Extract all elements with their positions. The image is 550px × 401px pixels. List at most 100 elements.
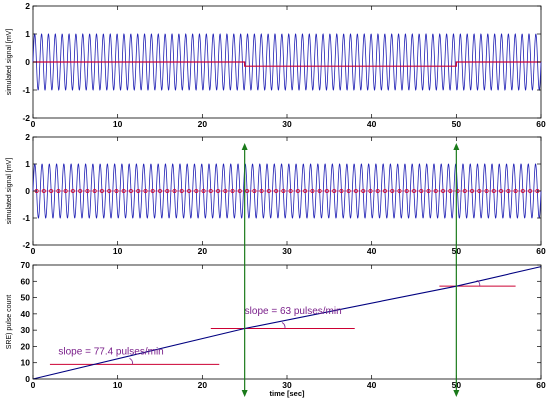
panel-1-step (33, 61, 541, 67)
crossing-marker (129, 189, 133, 193)
angle-arc (281, 322, 286, 329)
crossing-marker (85, 189, 90, 193)
crossing-marker (412, 189, 416, 193)
arrow-head-down (241, 390, 248, 397)
crossing-marker (390, 189, 395, 193)
x-tick-label: 40 (367, 380, 377, 390)
x-tick-label: 10 (113, 246, 123, 256)
crossing-marker (368, 189, 373, 193)
crossing-marker (252, 189, 257, 193)
panel-1: 0 10 20 30 40 50 60 -2 -1 0 1 2 simulated signal [m… (6, 1, 546, 129)
y-tick-label: 20 (21, 341, 31, 351)
crossing-marker (462, 189, 467, 193)
crossing-marker (187, 189, 191, 193)
x-tick-label: 50 (452, 119, 462, 129)
crossing-marker (78, 189, 83, 193)
crossing-marker (499, 189, 504, 193)
crossing-marker (317, 189, 322, 193)
x-tick-label: 0 (31, 380, 36, 390)
x-tick-label: 40 (367, 119, 377, 129)
crossing-marker (281, 189, 286, 193)
crossing-marker (63, 189, 68, 193)
angle-arc (476, 279, 481, 287)
panel-1-signal (32, 33, 542, 91)
x-tick-label: 30 (282, 380, 292, 390)
arrow-head-up (241, 143, 248, 150)
panel-3-annotations: slope = 77.4 pulses/min slope = 63 pulses… (58, 279, 481, 365)
crossing-marker (143, 189, 148, 193)
crossing-marker (150, 189, 155, 193)
y-tick-label: -1 (22, 85, 30, 95)
pulse-count-line (32, 266, 542, 380)
panel-1-ticks: 0 10 20 30 40 50 60 -2 -1 0 1 2 (22, 1, 546, 129)
crossing-marker (172, 189, 177, 193)
crossing-marker (484, 189, 489, 193)
y-tick-label: 1 (25, 29, 30, 39)
panel-2-markers (33, 189, 541, 193)
y-tick-label: 40 (21, 309, 31, 319)
crossing-marker (288, 189, 293, 193)
crossing-marker (121, 189, 126, 193)
crossing-marker (375, 189, 380, 193)
vertical-arrows (241, 143, 460, 397)
crossing-marker (303, 189, 308, 193)
x-tick-label: 10 (113, 119, 123, 129)
signal-line (32, 33, 542, 91)
crossing-marker (426, 189, 431, 193)
crossing-marker (158, 189, 162, 193)
x-tick-label: 60 (536, 246, 546, 256)
crossing-marker (165, 189, 170, 193)
panel-3-y-axis-label: SRE) pulse count (6, 295, 13, 350)
crossing-marker (361, 189, 366, 193)
crossing-marker (506, 189, 511, 193)
crossing-marker (520, 189, 525, 193)
panel-3-reference-lines (49, 285, 516, 365)
slope-annotation: slope = 63 pulses/min (245, 306, 342, 317)
y-tick-label: -2 (22, 113, 30, 123)
x-tick-label: 0 (31, 246, 36, 256)
crossing-marker (353, 189, 358, 193)
y-tick-label: 70 (21, 260, 31, 270)
x-tick-label: 20 (198, 119, 208, 129)
crossing-marker (477, 189, 482, 193)
crossing-marker (194, 189, 199, 193)
crossing-marker (528, 189, 533, 193)
crossing-marker (216, 189, 221, 193)
crossing-marker (419, 189, 424, 193)
panel-3-frame (32, 264, 542, 380)
y-tick-label: 0 (25, 57, 30, 67)
x-tick-label: 30 (282, 246, 292, 256)
y-tick-label: -2 (22, 240, 30, 250)
crossing-marker (107, 189, 112, 193)
crossing-marker (491, 189, 496, 193)
crossing-marker (513, 189, 518, 193)
x-tick-label: 20 (198, 380, 208, 390)
crossing-marker (70, 189, 75, 193)
arrow-head-up (453, 143, 460, 150)
crossing-marker (41, 189, 46, 193)
panel-2-y-axis-label: simulated signal [mV] (6, 158, 13, 225)
crossing-marker (237, 189, 242, 193)
crossing-marker (266, 189, 271, 193)
crossing-marker (441, 189, 445, 193)
crossing-marker (404, 189, 409, 193)
x-tick-label: 60 (536, 380, 546, 390)
crossing-marker (448, 189, 453, 193)
crossing-marker (245, 189, 250, 193)
crossing-marker (56, 189, 61, 193)
crossing-marker (230, 189, 235, 193)
panel-3-x-axis-label: time [sec] (269, 389, 305, 398)
crossing-marker (274, 189, 279, 193)
slope-annotation: slope = 77.4 pulses/min (58, 347, 163, 358)
crossing-marker (223, 189, 228, 193)
panel-3: 0102030405060010203040506070 slope = 77.… (6, 260, 546, 398)
x-tick-label: 0 (31, 119, 36, 129)
panel-3-series (32, 266, 542, 380)
crossing-marker (339, 189, 344, 193)
y-tick-label: 10 (21, 358, 31, 368)
x-tick-label: 10 (113, 380, 123, 390)
x-tick-label: 20 (198, 246, 208, 256)
crossing-marker (99, 189, 104, 193)
